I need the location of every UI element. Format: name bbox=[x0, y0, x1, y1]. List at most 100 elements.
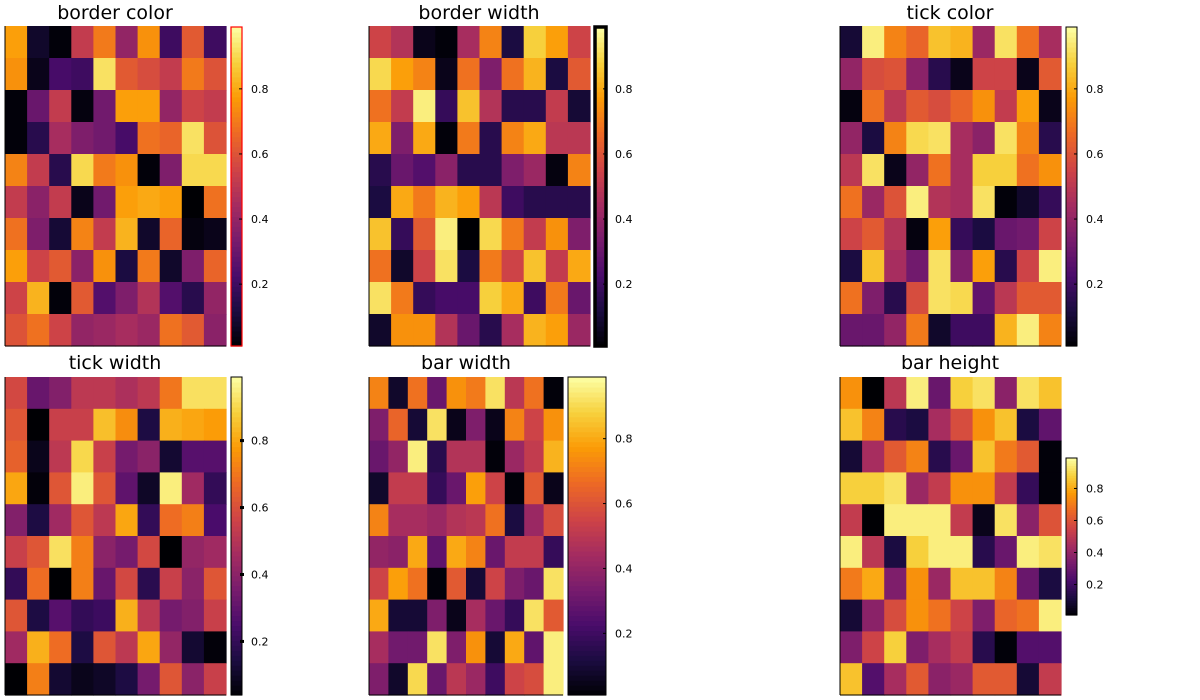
heatmap-cell bbox=[567, 154, 591, 187]
heatmap-cell bbox=[972, 26, 996, 59]
heatmap-cell bbox=[884, 58, 907, 91]
colorbar-segment bbox=[1066, 558, 1077, 562]
heatmap-cell bbox=[1016, 472, 1040, 505]
heatmap-cell bbox=[137, 90, 161, 123]
heatmap-cell bbox=[159, 472, 183, 505]
colorbar-segment bbox=[231, 156, 242, 163]
colorbar-segment bbox=[595, 136, 606, 143]
heatmap-cell bbox=[93, 377, 117, 410]
heatmap-cell bbox=[49, 250, 72, 283]
heatmap-cell bbox=[862, 408, 885, 442]
colorbar-segment bbox=[568, 645, 606, 651]
colorbar-segment bbox=[231, 670, 242, 676]
colorbar-tick-label: 0.2 bbox=[615, 278, 633, 291]
heatmap-cell bbox=[1038, 186, 1062, 219]
heatmap-cell bbox=[1016, 599, 1040, 632]
colorbar-segment bbox=[231, 381, 242, 388]
heatmap-cell bbox=[203, 631, 227, 664]
heatmap-cell bbox=[435, 186, 458, 219]
heatmap-cell bbox=[479, 186, 503, 219]
colorbar-segment bbox=[1066, 31, 1077, 38]
colorbar-segment bbox=[568, 670, 606, 676]
heatmap-cell bbox=[884, 250, 907, 283]
heatmap-cell bbox=[49, 377, 72, 410]
colorbar-segment bbox=[231, 251, 242, 257]
heatmap-cell bbox=[906, 631, 929, 664]
heatmap-cell bbox=[1016, 218, 1040, 251]
colorbar-segment bbox=[1066, 583, 1077, 587]
heatmap-cell bbox=[435, 58, 458, 91]
heatmap-cell bbox=[427, 631, 448, 664]
colorbar-segment bbox=[231, 96, 242, 103]
heatmap-cell bbox=[93, 154, 117, 187]
heatmap-cell bbox=[203, 440, 227, 473]
colorbar-segment bbox=[595, 151, 606, 158]
colorbar-segment bbox=[568, 660, 606, 666]
heatmap-cell bbox=[862, 26, 885, 59]
colorbar-segment bbox=[231, 386, 242, 393]
colorbar-segment bbox=[1066, 41, 1077, 48]
heatmap-cell bbox=[884, 377, 907, 410]
heatmap-cell bbox=[545, 218, 569, 251]
colorbar-segment bbox=[1066, 529, 1077, 533]
colorbar-segment bbox=[595, 106, 606, 113]
colorbar-segment bbox=[231, 615, 242, 622]
heatmap-cell bbox=[457, 122, 481, 155]
heatmap-cell bbox=[49, 408, 72, 442]
colorbar-segment bbox=[231, 246, 242, 252]
heatmap-cell bbox=[93, 631, 117, 664]
colorbar-segment bbox=[595, 291, 606, 297]
colorbar-segment bbox=[231, 36, 242, 43]
heatmap-cell bbox=[950, 536, 974, 569]
heatmap-cell bbox=[391, 314, 414, 347]
heatmap-cell bbox=[1038, 26, 1062, 59]
heatmap-cell bbox=[862, 282, 885, 315]
colorbar-segment bbox=[1066, 482, 1077, 486]
heatmap-cell bbox=[466, 599, 486, 632]
colorbar-segment bbox=[568, 421, 606, 428]
colorbar-segment bbox=[1066, 553, 1077, 557]
colorbar-segment bbox=[568, 635, 606, 641]
heatmap-cell bbox=[972, 314, 996, 347]
colorbar-segment bbox=[568, 575, 606, 582]
colorbar-segment bbox=[568, 451, 606, 458]
colorbar-segment bbox=[1066, 56, 1077, 63]
heatmap-cell bbox=[840, 218, 863, 251]
heatmap-cell bbox=[457, 250, 481, 283]
colorbar-segment bbox=[1066, 531, 1077, 535]
heatmap-cell bbox=[1038, 631, 1062, 664]
heatmap-cell bbox=[407, 663, 428, 696]
heatmap-cell bbox=[391, 154, 414, 187]
heatmap-cell bbox=[181, 282, 205, 315]
heatmap-cell bbox=[115, 599, 139, 632]
heatmap-cell bbox=[203, 90, 227, 123]
heatmap-cell bbox=[203, 504, 227, 537]
heatmap-cell bbox=[93, 440, 117, 473]
heatmap-cell bbox=[884, 440, 907, 473]
heatmap-cell bbox=[137, 440, 161, 473]
heatmap-cell bbox=[93, 536, 117, 569]
heatmap-cell bbox=[71, 567, 94, 601]
colorbar-segment bbox=[231, 166, 242, 173]
heatmap-cell bbox=[413, 282, 436, 315]
heatmap-cell bbox=[159, 504, 183, 537]
heatmap-cell bbox=[203, 154, 227, 187]
heatmap-cell bbox=[906, 504, 929, 537]
heatmap-cell bbox=[391, 218, 414, 251]
heatmap-cell bbox=[928, 282, 952, 315]
heatmap-cell bbox=[181, 567, 205, 601]
heatmap-cell bbox=[972, 472, 996, 505]
colorbar-segment bbox=[1066, 541, 1077, 545]
heatmap-cell bbox=[479, 282, 503, 315]
heatmap-cell bbox=[994, 314, 1018, 347]
colorbar-segment bbox=[231, 660, 242, 666]
heatmap-cell bbox=[543, 472, 564, 505]
heatmap-cell bbox=[928, 250, 952, 283]
colorbar-segment bbox=[595, 27, 606, 33]
heatmap-cell bbox=[71, 186, 94, 219]
colorbar-segment bbox=[595, 56, 606, 63]
heatmap-cell bbox=[524, 631, 545, 664]
heatmap-cell bbox=[840, 26, 863, 59]
colorbar-segment bbox=[231, 171, 242, 178]
heatmap-cell bbox=[884, 567, 907, 601]
